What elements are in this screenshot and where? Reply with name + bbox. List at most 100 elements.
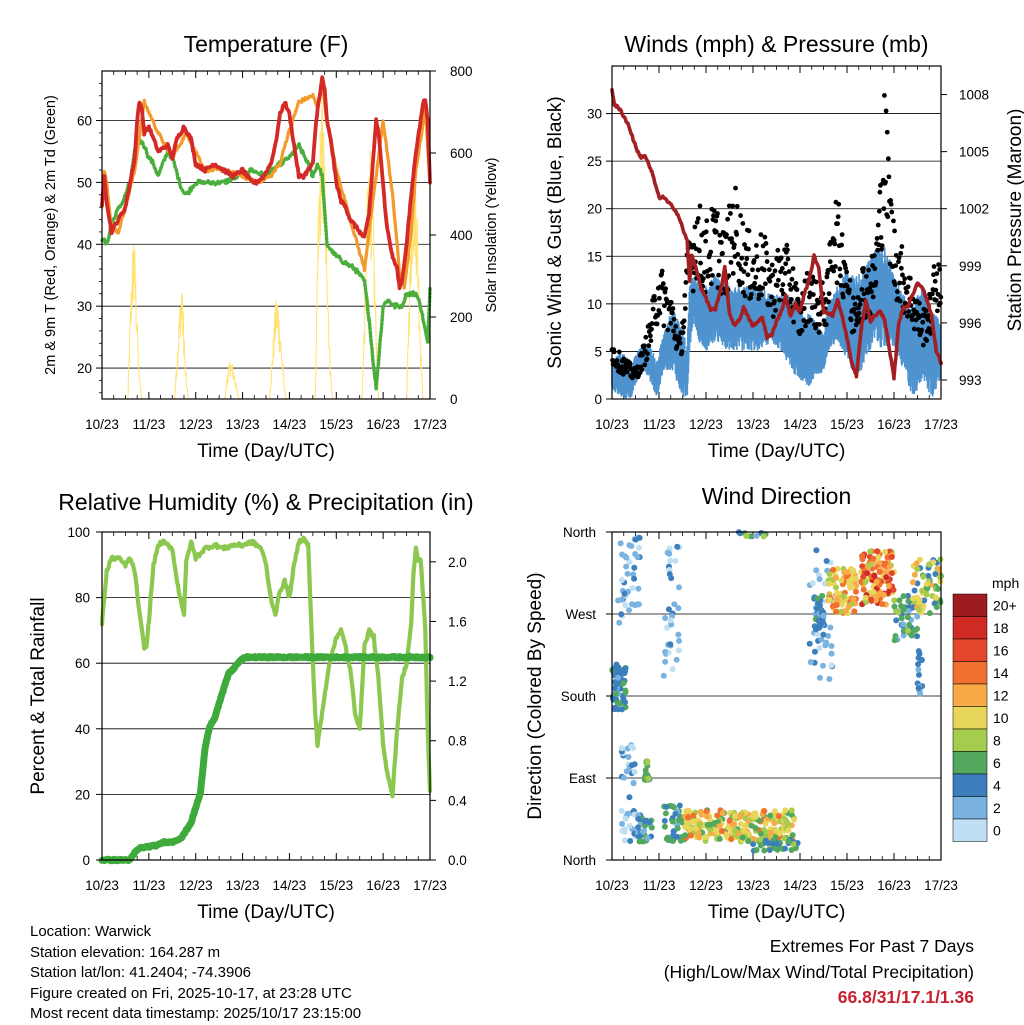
direction-point xyxy=(666,550,673,557)
x-tick-label: 13/23 xyxy=(226,417,260,432)
gust-point xyxy=(810,292,816,297)
chart-title: Wind Direction xyxy=(702,483,852,509)
gust-point xyxy=(761,267,767,273)
direction-point xyxy=(707,821,714,828)
temperature-9m-line xyxy=(100,81,432,290)
direction-point xyxy=(719,810,726,817)
direction-point xyxy=(752,825,759,832)
direction-point xyxy=(935,585,942,592)
gust-point xyxy=(772,298,777,304)
chart-title: Temperature (F) xyxy=(184,31,349,57)
gust-point xyxy=(694,219,700,225)
legend-label: 16 xyxy=(993,642,1009,658)
direction-point xyxy=(742,822,749,829)
gust-point xyxy=(750,267,755,273)
direction-point xyxy=(626,542,633,549)
direction-point xyxy=(641,817,648,824)
gust-point xyxy=(654,321,660,327)
direction-point xyxy=(817,621,824,628)
gust-point xyxy=(883,108,889,114)
gust-point xyxy=(827,259,833,265)
legend-swatch xyxy=(952,593,988,617)
legend-label: 2 xyxy=(993,800,1001,816)
direction-point xyxy=(642,822,649,829)
direction-point xyxy=(913,560,920,567)
gust-point xyxy=(639,367,645,373)
direction-point xyxy=(663,803,670,810)
direction-point xyxy=(684,814,691,821)
direction-point xyxy=(838,577,845,584)
direction-point xyxy=(661,817,668,824)
direction-point xyxy=(909,579,916,586)
gust-point xyxy=(785,247,790,253)
direction-point xyxy=(614,699,621,706)
direction-point xyxy=(662,615,669,622)
gust-point xyxy=(803,323,808,329)
gust-point xyxy=(763,281,768,287)
y-right-tick-label: 1005 xyxy=(959,145,989,160)
direction-point xyxy=(676,802,683,809)
direction-point xyxy=(618,611,625,618)
direction-point xyxy=(820,612,827,619)
y-tick-label: 0 xyxy=(82,853,90,868)
direction-point xyxy=(811,648,818,655)
direction-point xyxy=(915,671,922,678)
direction-point xyxy=(761,808,768,815)
gust-point xyxy=(847,287,852,293)
legend-label: 4 xyxy=(993,777,1001,793)
gust-point xyxy=(933,298,939,303)
direction-point xyxy=(916,650,923,657)
gust-point xyxy=(870,294,876,300)
temperature-panel: Temperature (F) 10/23 11/23 12/23 13/23 14/23… xyxy=(43,31,500,462)
gust-point xyxy=(760,285,765,291)
direction-point xyxy=(631,761,638,768)
gust-point xyxy=(716,272,721,278)
gust-point xyxy=(878,235,884,240)
y-right-tick-label: 993 xyxy=(959,373,982,388)
gust-point xyxy=(867,285,873,291)
x-tick-label: 17/23 xyxy=(413,878,447,893)
direction-point xyxy=(879,600,886,607)
direction-point xyxy=(862,578,869,585)
direction-point xyxy=(880,591,887,598)
direction-point xyxy=(612,690,619,697)
gust-point xyxy=(737,262,742,268)
gust-point xyxy=(886,174,892,180)
direction-point xyxy=(814,605,821,612)
direction-point xyxy=(868,596,875,603)
solar-insolation-line xyxy=(174,294,189,400)
gust-point xyxy=(700,276,706,282)
direction-point xyxy=(668,575,675,582)
gust-point xyxy=(888,198,894,203)
direction-point xyxy=(645,775,652,782)
direction-point xyxy=(937,574,944,581)
y-right-tick-label: 1.2 xyxy=(448,674,467,689)
plot-frame xyxy=(611,65,942,400)
direction-point xyxy=(823,639,830,646)
direction-point xyxy=(852,575,859,582)
gust-point xyxy=(756,296,762,302)
temperature-2m-line xyxy=(100,75,432,291)
direction-point xyxy=(788,807,795,814)
gust-point xyxy=(898,250,904,256)
gust-point xyxy=(647,333,653,339)
gust-point xyxy=(816,330,822,335)
direction-point xyxy=(910,627,917,634)
direction-point xyxy=(895,609,902,616)
legend-label: 12 xyxy=(993,687,1009,703)
gust-point xyxy=(879,243,885,249)
y-tick-label: 15 xyxy=(587,249,602,264)
x-tick-label: 10/23 xyxy=(85,878,119,893)
x-tick-label: 10/23 xyxy=(85,417,119,432)
direction-point xyxy=(774,840,781,847)
solar-insolation-line xyxy=(269,300,287,400)
direction-point xyxy=(826,596,833,603)
gust-point xyxy=(738,213,743,218)
gust-point xyxy=(904,289,910,295)
gust-point xyxy=(872,266,878,272)
gust-point xyxy=(741,269,747,275)
y-tick-label: West xyxy=(565,607,596,622)
legend-label: 0 xyxy=(993,822,1001,838)
y-right-tick-label: 1008 xyxy=(959,88,989,103)
direction-point xyxy=(876,568,883,575)
